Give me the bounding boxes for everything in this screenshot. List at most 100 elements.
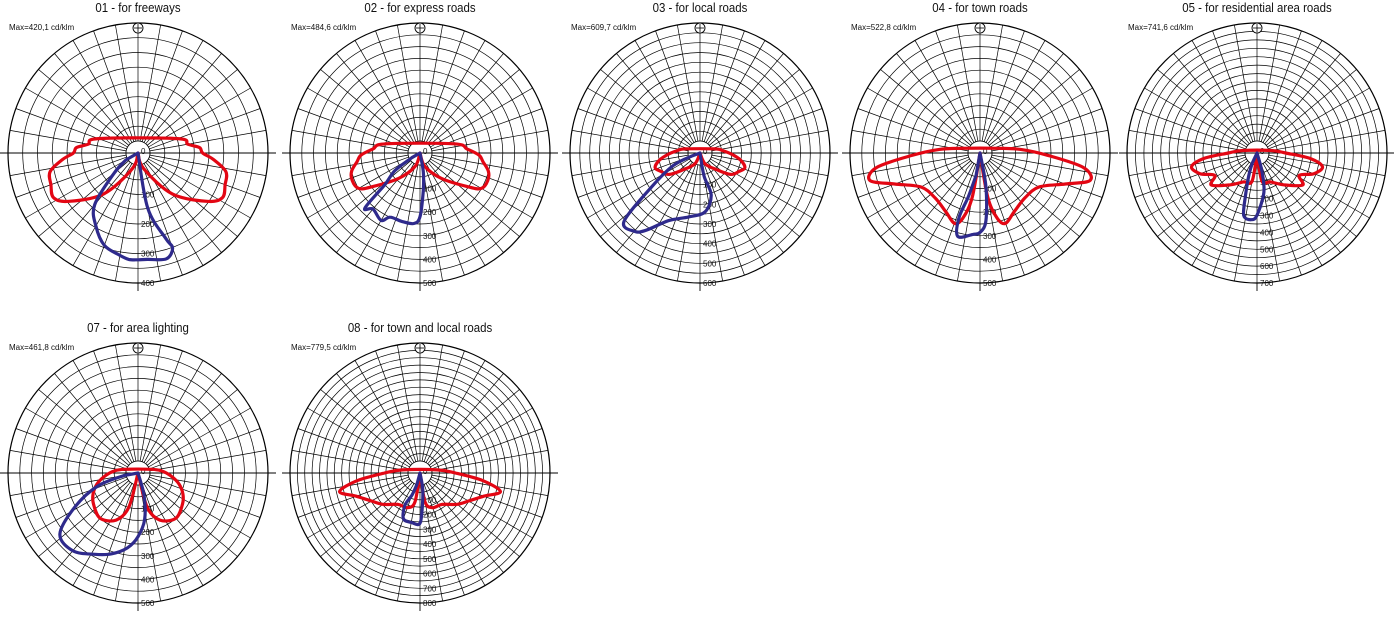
grid-spoke [143,360,204,463]
tick-label: 400 [983,255,997,264]
grid-spoke [320,160,412,237]
grid-spoke [141,164,183,276]
grid-spoke [375,30,417,142]
grid-spoke [145,161,222,253]
chart-panel-02: 02 - for express roads Max=484,6 cd/klm 0… [282,0,558,300]
grid-spoke [616,53,693,145]
grid-spoke [25,478,128,539]
grid-spoke [1128,130,1246,152]
chart-panel-03: 03 - for local roads Max=609,7 cd/klm 0 10… [562,0,838,300]
grid-spoke [1268,108,1380,150]
polar-grid [0,22,276,291]
tick-label: 500 [423,279,437,288]
grid-spoke [707,161,784,253]
grid-spoke [571,130,689,152]
grid-spoke [9,450,127,472]
tick-label: 200 [983,208,997,217]
tick-label: 700 [1260,279,1274,288]
tick-label: 300 [423,232,437,241]
grid-spoke [297,156,409,198]
tick-label: 700 [423,584,437,593]
grid-spoke [145,53,222,145]
grid-spoke [291,130,409,152]
grid-spoke [431,130,549,152]
tick-label: 300 [703,220,717,229]
chart-title: 02 - for express roads [364,0,476,15]
tick-label: 400 [141,279,155,288]
grid-spoke [54,481,131,573]
grid-spoke [1268,156,1380,198]
luminaire-icon [1251,22,1263,34]
tick-label: 300 [141,250,155,259]
grid-spoke [985,40,1046,143]
c90-plane-curve [91,151,175,262]
grid-spoke [25,407,128,468]
c90-plane-curve [1241,151,1266,222]
grid-spoke [9,474,127,496]
luminaire-icon [694,22,706,34]
tick-label: 200 [1260,195,1274,204]
c0-plane-curve [867,146,1093,226]
grid-spoke [703,164,745,276]
max-label: Max=484,6 cd/klm [291,23,356,32]
max-label: Max=609,7 cd/klm [571,23,636,32]
grid-spoke [914,163,975,266]
grid-spoke [577,108,689,150]
grid-spoke [707,53,784,145]
grid-spoke [677,24,699,142]
grid-spoke [149,154,267,176]
grid-spoke [991,108,1103,150]
grid-spoke [307,87,410,148]
grid-spoke [54,53,131,145]
polar-chart: Max=779,5 cd/klm 0 100 200 300 400 500 600 700 80… [282,342,558,611]
grid-spoke [145,373,222,465]
grid-spoke [115,484,137,602]
grid-spoke [115,164,137,282]
tick-label: 500 [423,555,437,564]
tick-label: 500 [703,259,717,268]
polar-grid [562,22,838,291]
grid-spoke [149,130,267,152]
grid-spoke [149,428,261,470]
grid-spoke [430,87,533,148]
tick-label: 800 [423,599,437,608]
grid-spoke [139,24,161,142]
tick-label: 300 [423,525,437,534]
grid-spoke [1157,69,1249,146]
grid-spoke [701,24,723,142]
grid-spoke [1191,163,1252,266]
grid-spoke [143,40,204,143]
tick-label: 400 [423,255,437,264]
grid-spoke [708,69,800,146]
tick-label: 100 [423,496,437,505]
grid-spoke [425,163,486,266]
chart-title: 07 - for area lighting [87,320,189,335]
grid-spoke [1264,161,1341,253]
grid-spoke [677,164,699,282]
grid-spoke [148,158,251,219]
tick-label: 400 [423,540,437,549]
grid-spoke [15,428,127,470]
c0-plane-curve [349,141,491,191]
grid-spoke [1134,156,1246,198]
luminaire-icon [414,22,426,34]
grid-spoke [421,344,443,462]
grid-spoke [1268,130,1386,152]
grid-spoke [149,108,261,150]
grid-spoke [1128,154,1246,176]
grid-spoke [983,164,1025,276]
c0-plane-curve [653,147,747,177]
grid-spoke [427,53,504,145]
grid-spoke [896,53,973,145]
grid-spoke [145,481,222,573]
grid-spoke [149,476,261,518]
grid-spoke [935,164,977,276]
tick-label: 400 [703,240,717,249]
grid-spoke [711,130,829,152]
grid-spoke [421,24,443,142]
chart-title: 08 - for town and local roads [347,320,493,335]
grid-spoke [987,161,1064,253]
grid-spoke [336,373,413,465]
chart-panel-01: 01 - for freeways Max=420,1 cd/klm 0 100 20… [0,0,276,300]
